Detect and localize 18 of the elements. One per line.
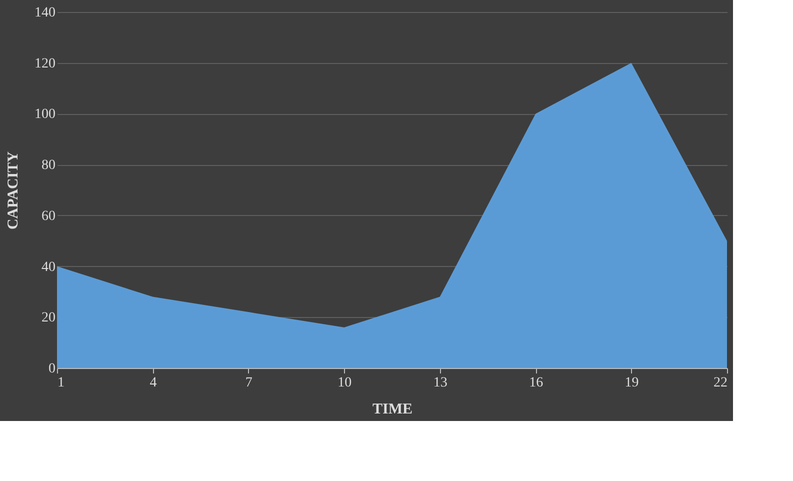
x-tick-label: 4 [150,376,157,390]
x-tick-label: 16 [529,376,544,390]
y-tick-label: 140 [34,6,56,20]
x-tick-label: 19 [624,376,639,390]
y-tick-label: 120 [34,56,56,72]
x-tick-label: 1 [58,376,64,390]
x-tick-label: 10 [338,376,352,390]
y-tick-label: 80 [42,158,56,174]
y-tick-label: 20 [42,310,56,326]
x-axis-title: TIME [372,402,413,418]
y-tick-label: 0 [48,362,56,376]
x-tick-label: 7 [245,376,252,390]
x-tick-label: 22 [714,376,728,390]
x-tick-label: 13 [433,376,448,390]
y-tick-label: 60 [42,208,56,224]
y-tick-label: 100 [34,107,56,122]
y-axis-title: CAPACITY [6,151,22,230]
y-tick-label: 40 [42,260,56,275]
